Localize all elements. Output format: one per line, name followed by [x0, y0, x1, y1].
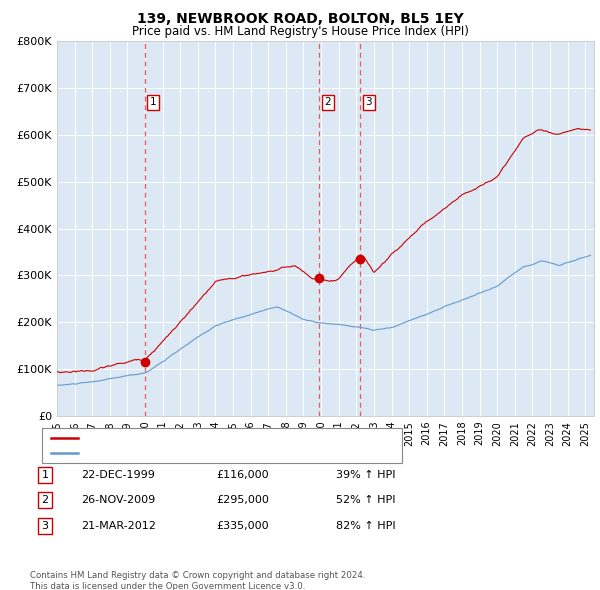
Text: 52% ↑ HPI: 52% ↑ HPI [336, 496, 395, 505]
Text: Contains HM Land Registry data © Crown copyright and database right 2024.
This d: Contains HM Land Registry data © Crown c… [30, 571, 365, 590]
Text: 2: 2 [41, 496, 49, 505]
Text: 3: 3 [41, 521, 49, 530]
Text: HPI: Average price, detached house, Bolton: HPI: Average price, detached house, Bolt… [85, 448, 312, 458]
Text: 21-MAR-2012: 21-MAR-2012 [81, 521, 156, 530]
Text: 82% ↑ HPI: 82% ↑ HPI [336, 521, 395, 530]
Text: 2: 2 [325, 97, 331, 107]
Text: 139, NEWBROOK ROAD, BOLTON, BL5 1EY (detached house): 139, NEWBROOK ROAD, BOLTON, BL5 1EY (det… [85, 432, 400, 442]
Text: £295,000: £295,000 [216, 496, 269, 505]
Text: 26-NOV-2009: 26-NOV-2009 [81, 496, 155, 505]
Text: £335,000: £335,000 [216, 521, 269, 530]
Text: 39% ↑ HPI: 39% ↑ HPI [336, 470, 395, 480]
Text: 22-DEC-1999: 22-DEC-1999 [81, 470, 155, 480]
Text: Price paid vs. HM Land Registry's House Price Index (HPI): Price paid vs. HM Land Registry's House … [131, 25, 469, 38]
Text: 139, NEWBROOK ROAD, BOLTON, BL5 1EY: 139, NEWBROOK ROAD, BOLTON, BL5 1EY [137, 12, 463, 26]
Text: £116,000: £116,000 [216, 470, 269, 480]
Text: 1: 1 [41, 470, 49, 480]
Text: 3: 3 [365, 97, 372, 107]
Text: 1: 1 [150, 97, 157, 107]
